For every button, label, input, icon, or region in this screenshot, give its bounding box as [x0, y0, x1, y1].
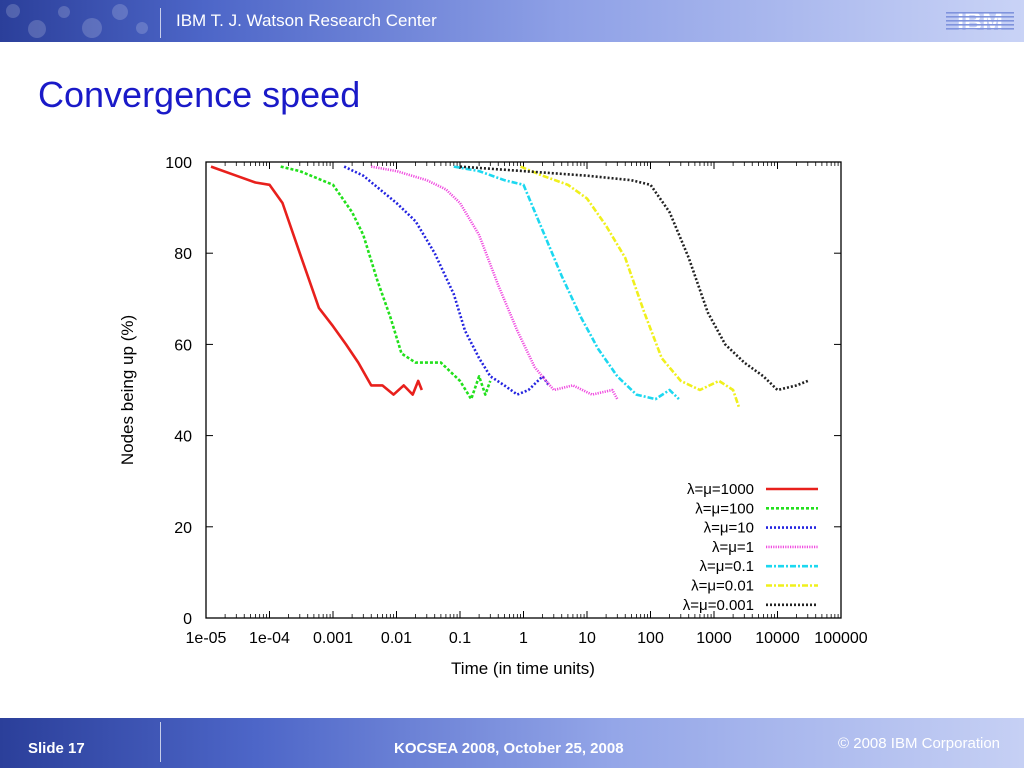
- conference-label: KOCSEA 2008, October 25, 2008: [394, 740, 624, 757]
- x-tick-label: 10: [578, 630, 596, 647]
- y-tick-label: 80: [174, 246, 192, 263]
- series-line: [280, 165, 492, 401]
- x-tick-label: 1: [519, 630, 528, 647]
- legend-label: λ=μ=1: [712, 539, 754, 556]
- legend-label: λ=μ=100: [695, 500, 754, 517]
- header-divider: [160, 8, 161, 38]
- legend-label: λ=μ=0.001: [683, 597, 754, 614]
- slide-title: Convergence speed: [38, 74, 361, 115]
- y-tick-label: 0: [183, 611, 192, 628]
- footer-divider: [160, 722, 161, 762]
- series-line: [520, 165, 741, 409]
- footer-banner: Slide 17 KOCSEA 2008, October 25, 2008 ©…: [0, 718, 1024, 768]
- legend-label: λ=μ=0.01: [691, 578, 754, 595]
- header-decoration: [0, 0, 165, 42]
- series-lines: [210, 165, 809, 409]
- y-tick-label: 100: [165, 155, 192, 172]
- series-line: [370, 165, 619, 400]
- ibm-logo: IBM: [946, 8, 1014, 36]
- legend-label: λ=μ=0.1: [699, 558, 754, 575]
- legend: λ=μ=1000 λ=μ=100 λ=μ=10 λ=μ=1 λ=μ=0.1 λ=μ=0.0…: [683, 481, 818, 614]
- x-tick-label: 0.1: [449, 630, 471, 647]
- y-tick-label: 60: [174, 337, 192, 354]
- axis-ticks: 1e-05 1e-04 0.001 0.01 0.1 1 10 100 1000 10000 100…: [165, 155, 868, 647]
- convergence-chart: Nodes being up (%) Time (in time units) …: [118, 155, 868, 678]
- legend-label: λ=μ=1000: [687, 481, 754, 498]
- header-banner: IBM T. J. Watson Research Center IBM: [0, 0, 1024, 42]
- legend-label: λ=μ=10: [704, 520, 754, 537]
- copyright-label: © 2008 IBM Corporation: [838, 735, 1000, 752]
- x-tick-label: 0.001: [313, 630, 353, 647]
- plot-frame: [205, 161, 842, 619]
- series-line: [459, 165, 809, 392]
- x-tick-label: 1e-04: [249, 630, 290, 647]
- y-tick-label: 40: [174, 429, 192, 446]
- header-org-name: IBM T. J. Watson Research Center: [176, 11, 437, 30]
- series-line: [210, 165, 424, 396]
- x-tick-label: 100000: [814, 630, 867, 647]
- x-tick-label: 10000: [755, 630, 800, 647]
- x-axis-label: Time (in time units): [451, 659, 595, 678]
- slide-number: Slide 17: [28, 740, 85, 757]
- series-line: [453, 165, 680, 401]
- x-tick-label: 100: [637, 630, 664, 647]
- x-tick-label: 1000: [696, 630, 732, 647]
- y-tick-label: 20: [174, 520, 192, 537]
- y-axis-label: Nodes being up (%): [118, 315, 137, 465]
- series-line: [343, 165, 550, 396]
- x-tick-label: 0.01: [381, 630, 412, 647]
- x-tick-label: 1e-05: [186, 630, 227, 647]
